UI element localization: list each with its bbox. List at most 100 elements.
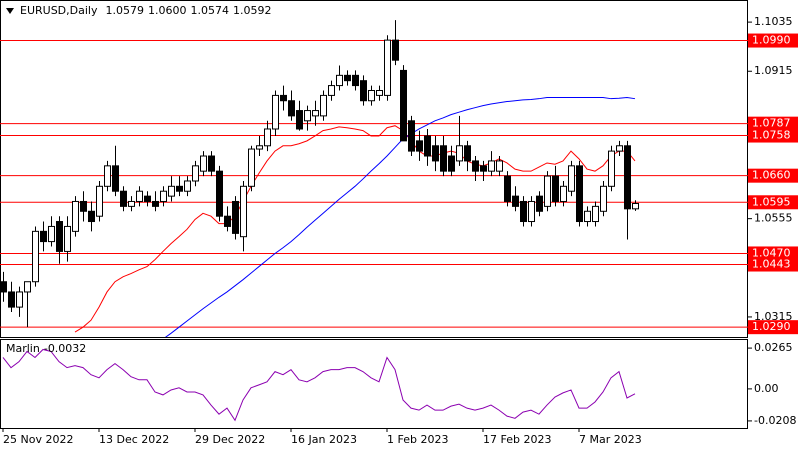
candle-body (112, 165, 119, 192)
last-low: 1.0574 (190, 4, 229, 17)
candle-body (64, 225, 71, 252)
candle-body (320, 94, 327, 117)
candle-body (96, 185, 103, 217)
candle-body (184, 180, 191, 192)
candle-body (512, 195, 519, 207)
x-tick-label: 25 Nov 2022 (3, 433, 73, 446)
candle-body (632, 203, 639, 210)
candle-body (24, 281, 31, 293)
y-tick-label: 1.1035 (754, 15, 793, 28)
menu-triangle[interactable] (6, 8, 14, 14)
candle-body (536, 195, 543, 212)
y-tick-label: 1.0555 (754, 212, 793, 225)
line-series (2, 348, 636, 422)
y-tick-label: -0.0208 (754, 414, 796, 427)
indicator-header: Marlin -0.0032 (6, 342, 86, 355)
candle-body (272, 94, 279, 130)
level-label: 1.0470 (752, 246, 791, 259)
level-label: 1.0595 (752, 195, 791, 208)
level-label-bg (748, 168, 798, 183)
candle-body (192, 165, 199, 182)
level-label-bg (748, 195, 798, 210)
candle-body (432, 145, 439, 162)
candle-body (600, 185, 607, 212)
candle-body (376, 89, 383, 96)
candle-body (312, 110, 319, 117)
candle-body (264, 128, 271, 147)
candle-body (368, 89, 375, 102)
candle-body (224, 215, 231, 227)
candle-body (32, 230, 39, 283)
line-series (164, 96, 636, 337)
candle-body (416, 140, 423, 152)
level-label: 1.0443 (752, 258, 791, 271)
x-tick-label: 13 Dec 2022 (99, 433, 169, 446)
candle-body (104, 165, 111, 187)
line-series (74, 125, 636, 333)
candle-body (520, 200, 527, 223)
candle-body (560, 185, 567, 202)
last-high: 1.0600 (148, 4, 187, 17)
candle-body (240, 185, 247, 238)
level-label: 1.0758 (752, 129, 791, 142)
candle-body (208, 155, 215, 172)
candle-body (440, 145, 447, 172)
candle-body (568, 165, 575, 192)
candle-body (616, 145, 623, 152)
y-tick-label: 1.0315 (754, 310, 793, 323)
candle-body (472, 160, 479, 172)
candle-body (8, 291, 15, 308)
candle-body (48, 225, 55, 243)
level-label: 1.0787 (752, 117, 791, 130)
indicator-plot (2, 348, 636, 422)
candle-body (40, 230, 47, 243)
candle-body (176, 185, 183, 192)
candle-body (384, 39, 391, 96)
candle-body (248, 148, 255, 187)
level-label-bg (748, 246, 798, 261)
x-tick-label: 16 Jan 2023 (291, 433, 357, 446)
x-tick-label: 1 Feb 2023 (387, 433, 448, 446)
candle-body (120, 190, 127, 207)
candle-body (0, 281, 7, 293)
candle-body (288, 100, 295, 117)
level-label: 1.0290 (752, 320, 791, 333)
last-open: 1.0579 (105, 4, 144, 17)
level-label-bg (748, 320, 798, 335)
candle-body (280, 94, 287, 102)
x-tick-label: 29 Dec 2022 (195, 433, 265, 446)
candle-body (168, 185, 175, 197)
candle-body (456, 145, 463, 162)
level-label-bg (748, 128, 798, 143)
candle-body (584, 210, 591, 223)
candle-body (608, 150, 615, 187)
candle-body (136, 190, 143, 202)
candle-body (152, 200, 159, 207)
symbol: EURUSD,Daily (20, 4, 98, 17)
candle-body (200, 155, 207, 172)
candle-body (16, 291, 23, 308)
candle-body (552, 175, 559, 202)
candle-body (464, 145, 471, 162)
level-label-bg (748, 257, 798, 272)
candle-body (360, 80, 367, 102)
candle-body (328, 85, 335, 96)
level-label: 1.0990 (752, 34, 791, 47)
candle-body (72, 200, 79, 232)
y-tick-label: 0.00 (754, 382, 779, 395)
candle-body (408, 120, 415, 152)
indicator-name: Marlin (6, 342, 40, 355)
x-tick-label: 17 Feb 2023 (483, 433, 551, 446)
level-label: 1.0660 (752, 169, 791, 182)
candle-body (400, 69, 407, 142)
candle-body (304, 110, 311, 122)
y-tick-label: 1.0915 (754, 64, 793, 77)
last-close: 1.0592 (233, 4, 272, 17)
level-label-bg (748, 33, 798, 48)
candle-body (216, 170, 223, 217)
candle-body (448, 155, 455, 172)
candle-body (504, 175, 511, 202)
candle-body (528, 200, 535, 223)
level-label-bg (748, 116, 798, 131)
